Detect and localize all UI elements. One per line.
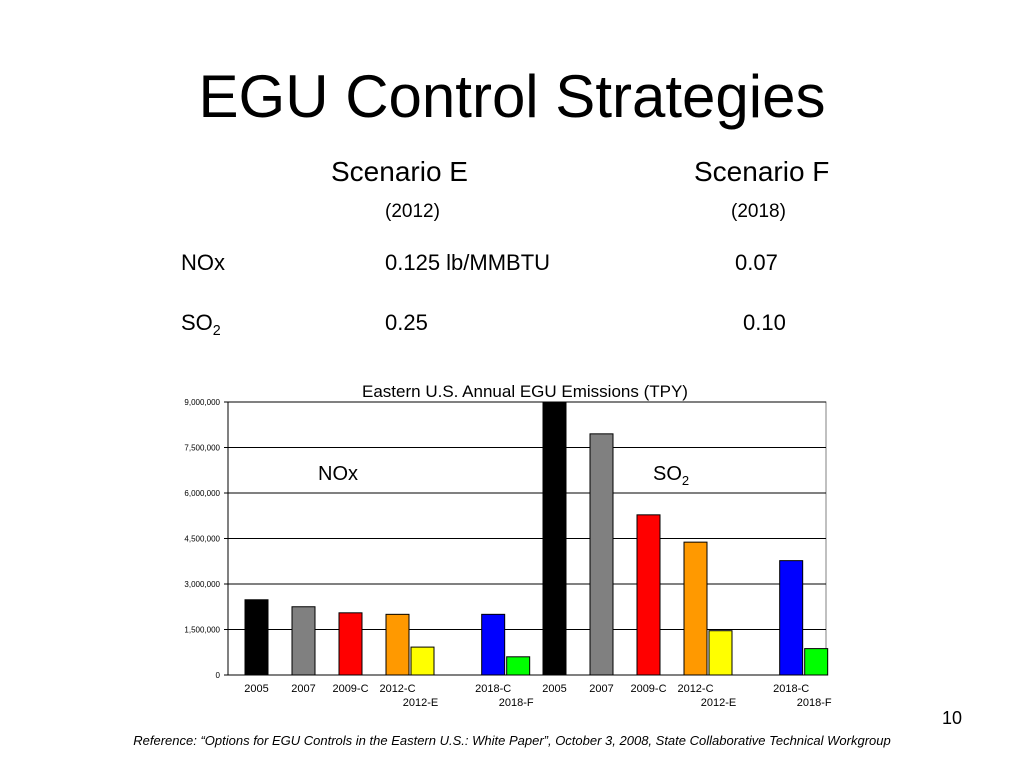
bar-so-2012-c — [683, 541, 708, 676]
bar-so-2012-e — [708, 630, 733, 676]
bar-nox-2018-c — [481, 613, 506, 676]
bar-nox-2009-c — [338, 612, 363, 676]
so2-row-label: SO2 — [181, 310, 221, 339]
y-tick-label: 3,000,000 — [184, 580, 220, 589]
scenario-e-label: Scenario E — [331, 156, 468, 187]
y-tick-label: 0 — [216, 671, 221, 680]
scenario-f-label: Scenario F — [694, 156, 830, 187]
bar-nox-2012-c — [385, 613, 410, 676]
x-tick-label: 2018-F — [499, 697, 534, 709]
x-tick-label: 2007 — [291, 683, 315, 695]
group-label-nox: NOx — [318, 463, 358, 485]
x-tick-label: 2005 — [542, 683, 566, 695]
x-tick-label: 2005 — [244, 683, 268, 695]
slide-title: EGU Control Strategies — [198, 63, 826, 130]
x-tick-label: 2012-E — [701, 697, 736, 709]
bar-nox-2005 — [244, 599, 269, 676]
x-tick-label: 2009-C — [332, 683, 368, 695]
x-tick-label: 2018-F — [797, 697, 832, 709]
bar-nox-2018-f — [506, 656, 531, 676]
reference-footnote: Reference: “Options for EGU Controls in … — [133, 733, 891, 748]
bar-so-2009-c — [636, 514, 661, 676]
bar-so-2018-f — [804, 648, 829, 676]
y-tick-label: 7,500,000 — [184, 444, 220, 453]
x-tick-label: 2009-C — [630, 683, 666, 695]
so2-scenario-f-value: 0.10 — [743, 310, 786, 335]
nox-scenario-e-value: 0.125 lb/MMBTU — [385, 250, 551, 275]
bar-nox-2012-e — [410, 646, 435, 676]
nox-row-label: NOx — [181, 250, 225, 275]
scenario-f-year: (2018) — [731, 201, 786, 222]
x-tick-label: 2012-C — [677, 683, 713, 695]
x-tick-label: 2012-C — [379, 683, 415, 695]
bar-nox-2007 — [291, 606, 316, 676]
y-tick-label: 9,000,000 — [184, 398, 220, 407]
nox-scenario-f-value: 0.07 — [735, 250, 778, 275]
chart-title: Eastern U.S. Annual EGU Emissions (TPY) — [362, 382, 688, 401]
so2-row-label-base: SO — [181, 310, 213, 335]
x-tick-label: 2012-E — [403, 697, 438, 709]
group-label-subscript: 2 — [682, 473, 689, 488]
x-tick-label: 2018-C — [773, 683, 809, 695]
y-tick-label: 6,000,000 — [184, 489, 220, 498]
scenario-e-year: (2012) — [385, 201, 440, 222]
y-tick-label: 4,500,000 — [184, 535, 220, 544]
y-tick-label: 1,500,000 — [184, 626, 220, 635]
bar-so-2018-c — [779, 560, 804, 676]
x-tick-label: 2007 — [589, 683, 613, 695]
bar-so-2007 — [589, 433, 614, 676]
so2-row-label-subscript: 2 — [212, 323, 221, 339]
so2-scenario-e-value: 0.25 — [385, 310, 428, 335]
page-number: 10 — [942, 708, 963, 728]
bar-so-2005 — [542, 401, 567, 676]
x-tick-label: 2018-C — [475, 683, 511, 695]
